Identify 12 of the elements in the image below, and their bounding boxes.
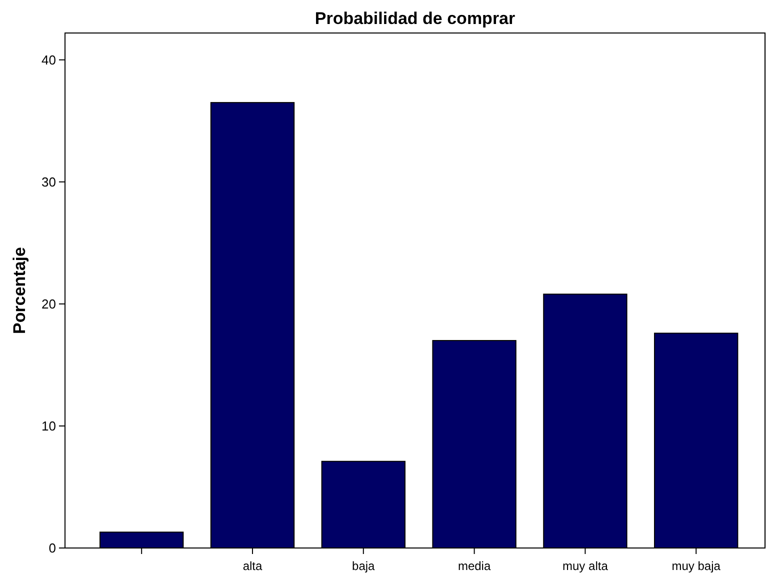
y-tick-label: 20 [42,296,56,312]
y-tick-label: 40 [42,52,56,68]
y-tick-label: 10 [42,418,56,434]
x-tick-label: media [458,559,491,573]
x-tick-label: alta [242,559,262,573]
x-tick-label: muy alta [562,559,608,573]
y-axis-title: Porcentaje [10,247,29,334]
chart-title: Probabilidad de comprar [314,9,516,28]
x-tick-label: baja [352,559,376,573]
x-tick-label: muy baja [672,559,721,573]
y-tick-label: 30 [42,174,56,190]
y-tick-label: 0 [48,540,56,556]
